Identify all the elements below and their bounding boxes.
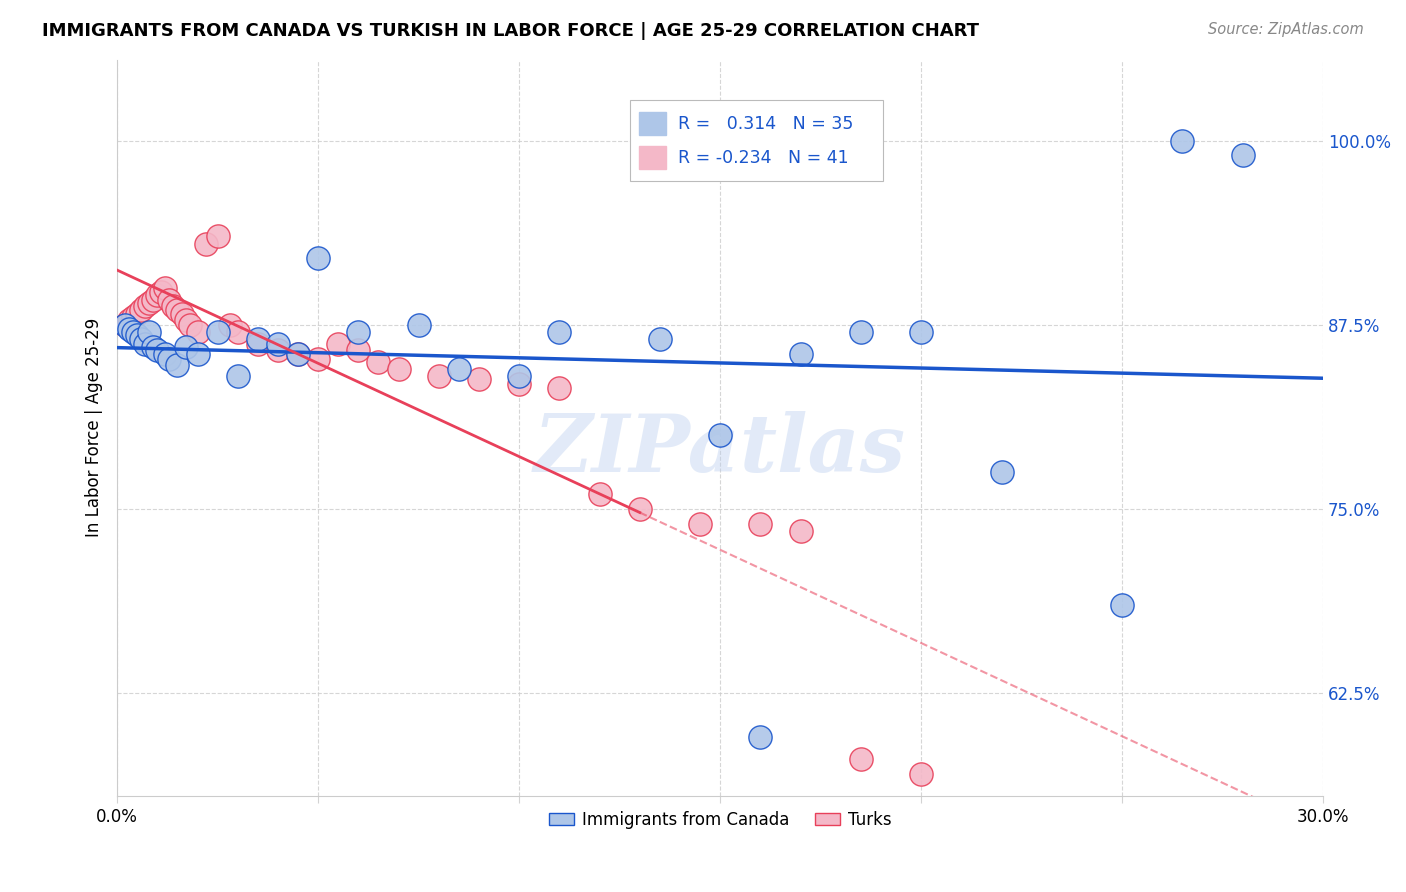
Point (689, 516, 711, 531)
Point (187, 325, 209, 339)
Point (179, 318, 201, 332)
Point (628, 501, 651, 516)
Point (226, 325, 249, 339)
Point (131, 333, 153, 347)
Point (142, 293, 165, 307)
Point (207, 229, 229, 244)
Text: R = -0.234   N = 41: R = -0.234 N = 41 (678, 149, 849, 167)
Point (159, 351, 181, 366)
Point (155, 347, 177, 361)
Legend: Immigrants from Canada, Turks: Immigrants from Canada, Turks (543, 805, 898, 836)
Point (328, 337, 350, 351)
Text: IMMIGRANTS FROM CANADA VS TURKISH IN LABOR FORCE | AGE 25-29 CORRELATION CHART: IMMIGRANTS FROM CANADA VS TURKISH IN LAB… (42, 22, 979, 40)
Point (170, 307, 193, 321)
Point (789, 524, 811, 538)
Point (849, 325, 872, 339)
Point (910, 767, 932, 781)
Point (155, 281, 177, 295)
Point (287, 347, 309, 361)
Point (347, 325, 370, 339)
Text: ZIPatlas: ZIPatlas (534, 411, 907, 489)
Point (246, 337, 269, 351)
Point (387, 362, 409, 376)
Point (122, 325, 145, 339)
Point (588, 487, 610, 501)
Point (194, 236, 217, 251)
Bar (640, 112, 666, 136)
Point (1111, 598, 1133, 612)
Point (347, 343, 370, 357)
Point (789, 347, 811, 361)
Point (468, 372, 491, 386)
Point (138, 295, 160, 310)
Point (118, 313, 141, 327)
Point (367, 354, 389, 368)
Point (174, 313, 197, 327)
Point (749, 516, 772, 531)
Point (508, 376, 530, 391)
Point (122, 310, 145, 325)
Point (114, 318, 136, 332)
Point (138, 325, 160, 339)
Point (226, 369, 249, 384)
Point (548, 325, 571, 339)
Point (548, 381, 571, 395)
Point (749, 730, 772, 744)
Point (127, 328, 149, 343)
Point (287, 347, 309, 361)
Point (134, 299, 156, 313)
Point (648, 333, 671, 347)
Point (408, 318, 430, 332)
Point (207, 325, 229, 339)
Text: R =   0.314   N = 35: R = 0.314 N = 35 (678, 115, 853, 133)
Point (146, 343, 169, 357)
Bar (640, 145, 666, 169)
Point (146, 288, 169, 302)
Point (1232, 148, 1254, 162)
Point (174, 340, 197, 354)
Point (162, 299, 184, 313)
Point (447, 362, 470, 376)
Point (114, 318, 136, 332)
Point (1171, 134, 1194, 148)
Point (267, 337, 290, 351)
Point (307, 351, 329, 366)
Point (218, 318, 240, 332)
Y-axis label: In Labor Force | Age 25-29: In Labor Force | Age 25-29 (86, 318, 103, 538)
Point (166, 358, 188, 372)
Point (508, 369, 530, 384)
Point (910, 325, 932, 339)
Point (267, 343, 290, 357)
Point (849, 752, 872, 766)
Point (150, 285, 173, 300)
Point (118, 322, 141, 336)
Point (187, 347, 209, 361)
Point (427, 369, 450, 384)
FancyBboxPatch shape (630, 100, 883, 181)
Point (709, 428, 731, 442)
Point (159, 293, 181, 307)
Point (127, 307, 149, 321)
Point (131, 303, 153, 318)
Point (990, 465, 1012, 479)
Point (246, 333, 269, 347)
Point (166, 303, 188, 318)
Text: Source: ZipAtlas.com: Source: ZipAtlas.com (1208, 22, 1364, 37)
Point (307, 252, 329, 266)
Point (134, 337, 156, 351)
Point (142, 340, 165, 354)
